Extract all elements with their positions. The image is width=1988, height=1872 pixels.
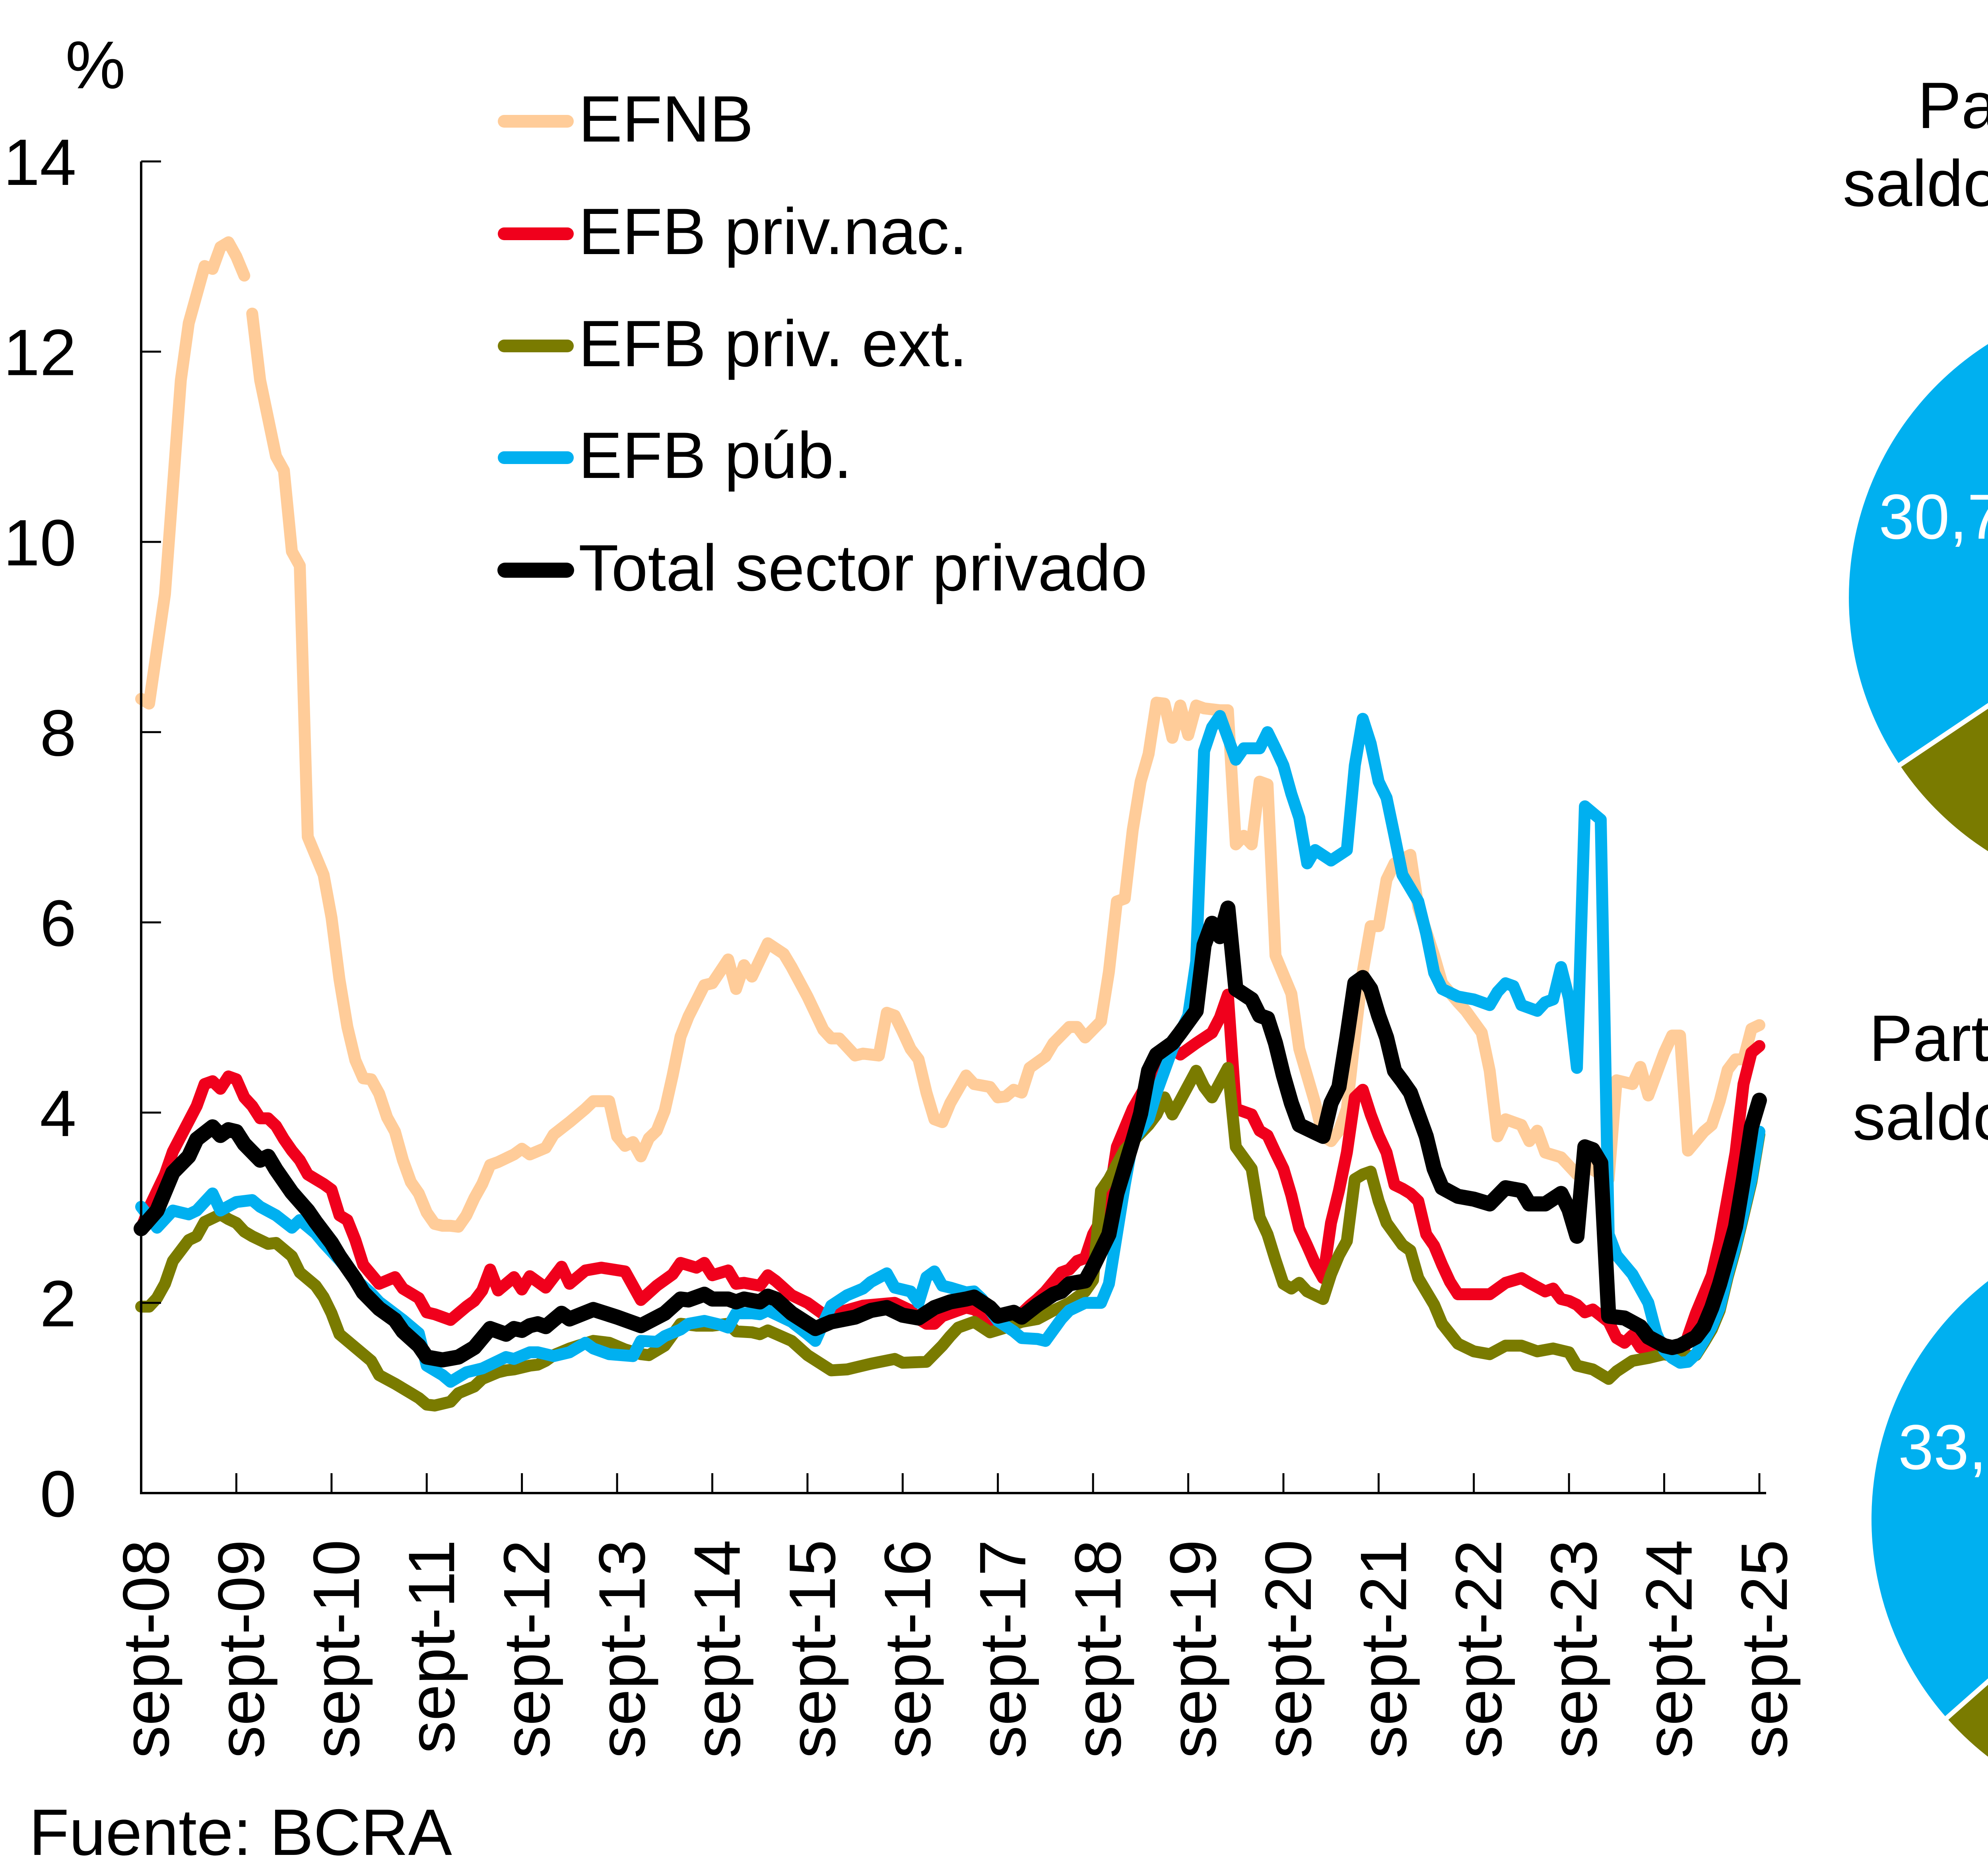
x-tick-label: sept-15: [776, 1540, 849, 1758]
x-tick-label: sept-12: [490, 1540, 563, 1758]
series-line-efb-pub: [135, 710, 1765, 1388]
legend-item-efb-priv-nac: EFB priv.nac.: [498, 195, 967, 268]
x-tick-label: sept-18: [1061, 1540, 1134, 1758]
legend-item-total-sector-privado: Total sector privado: [497, 531, 1147, 604]
legend-label-efb-priv-ext: EFB priv. ext.: [579, 307, 967, 380]
x-tick-label: sept-09: [204, 1540, 278, 1758]
y-axis-unit-label: %: [65, 27, 125, 103]
series-line-efb-priv-ext: [135, 1062, 1765, 1412]
y-tick-label: 2: [40, 1267, 76, 1340]
x-tick-label: sept-13: [585, 1540, 658, 1758]
y-axis-ticks: 0 2 4 6 8 10 12 14: [3, 126, 161, 1530]
x-tick-label: sept-24: [1633, 1540, 1706, 1758]
series-line-efnb: [135, 236, 1765, 1233]
series-layer: [134, 236, 1767, 1412]
y-tick-label: 8: [40, 696, 76, 769]
x-tick-label: sept-19: [1157, 1540, 1230, 1758]
pie-1-title-line-1: Participación en el: [1918, 69, 1988, 142]
pie-1-title-line-2: saldo irregular - Sep-25: [1843, 147, 1988, 220]
x-tick-label: sept-10: [300, 1540, 373, 1758]
x-tick-label: sept-21: [1347, 1540, 1420, 1758]
pie-1-labels: 39,426,230,73,7: [1879, 481, 1988, 552]
legend-item-efb-priv-ext: EFB priv. ext.: [498, 307, 967, 380]
pie-1-slice-efb-priv-ext: [1895, 703, 1988, 857]
y-tick-label: 6: [40, 887, 76, 960]
legend-item-efnb: EFNB: [498, 82, 753, 155]
pie-1-slice-efb-pub: [1844, 338, 1988, 769]
x-tick-label: sept-11: [395, 1540, 468, 1754]
pie-chart-saldo-irregular: Participación en el saldo irregular - Se…: [1843, 69, 1988, 857]
x-tick-label: sept-16: [871, 1540, 944, 1758]
y-tick-label: 0: [40, 1457, 76, 1530]
x-tick-label: sept-23: [1537, 1540, 1610, 1758]
pie-2-title-line-2: saldo total - Sep-25: [1853, 1080, 1988, 1153]
x-tick-label: sept-08: [109, 1540, 182, 1758]
legend: EFNB EFB priv.nac. EFB priv. ext. EFB pú…: [497, 82, 1147, 604]
pie-2-labels: 35,228,333,53,0: [1898, 1412, 1988, 1483]
legend-item-efb-pub: EFB púb.: [498, 419, 852, 492]
source-note: Fuente: BCRA: [29, 1796, 452, 1869]
legend-label-efb-pub: EFB púb.: [579, 419, 852, 492]
series-line-total-sector-privado: [134, 900, 1767, 1368]
y-tick-label: 4: [40, 1077, 76, 1150]
x-tick-label: sept-20: [1252, 1540, 1325, 1758]
pie-2-title-line-1: Participación en el: [1869, 1002, 1988, 1075]
y-tick-label: 12: [3, 316, 76, 389]
y-tick-label: 14: [3, 126, 76, 199]
pie-chart-saldo-total: Participación en el saldo total - Sep-25…: [1853, 1002, 1988, 1763]
x-tick-label: sept-14: [681, 1540, 754, 1758]
legend-label-efb-priv-nac: EFB priv.nac.: [579, 195, 967, 268]
x-tick-label: sept-25: [1728, 1540, 1801, 1758]
y-tick-label: 10: [3, 506, 76, 579]
pie-1-slices: [1844, 338, 1988, 857]
x-axis-ticks: sept-08 sept-09 sept-10 sept-11 sept-12 sept-…: [109, 1473, 1801, 1758]
pie-1-label-efb-pub: 30,7: [1879, 481, 1988, 552]
pie-2-slice-efb-pub: [1867, 1275, 1988, 1722]
pie-2-label-efb-pub: 33,5: [1898, 1412, 1988, 1483]
x-tick-label: sept-22: [1442, 1540, 1515, 1758]
pie-2-slice-efb-priv-ext: [1942, 1678, 1988, 1763]
x-tick-label: sept-17: [966, 1540, 1039, 1758]
pie-2-slices: [1867, 1275, 1988, 1763]
legend-label-total-sector-privado: Total sector privado: [579, 531, 1147, 604]
legend-label-efnb: EFNB: [579, 82, 753, 155]
